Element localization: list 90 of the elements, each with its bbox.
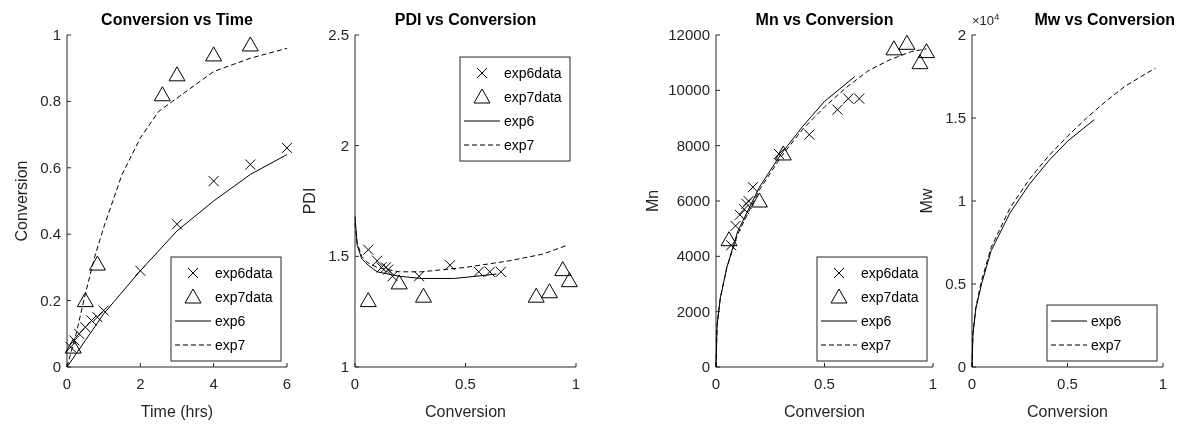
point <box>898 34 916 50</box>
point <box>241 36 259 52</box>
point <box>885 40 903 56</box>
text: ×10$^{4}$ <box>972 10 1001 28</box>
point <box>281 142 293 154</box>
y-tick-label: 0.4 <box>40 225 61 243</box>
point <box>911 54 929 70</box>
x-tick-label: 1 <box>571 375 581 392</box>
y-tick-label: 1.5 <box>945 109 966 126</box>
x-tick-label: 0 <box>711 375 721 392</box>
chart-title: PDI vs Conversion <box>394 11 537 28</box>
legend-label: exp6data <box>861 265 919 281</box>
y-axis-title: Mn <box>644 189 661 213</box>
point <box>730 220 742 232</box>
x-tick-label: 0.5 <box>455 375 476 392</box>
legend-label: exp7 <box>215 337 246 353</box>
y-tick-label: 0 <box>701 358 710 375</box>
y-tick-label: 1 <box>957 192 966 209</box>
x-axis-title: Conversion <box>784 403 865 420</box>
y-tick-label: 0.2 <box>40 291 61 309</box>
y-tick-label: 0.5 <box>945 275 966 292</box>
y-tick-label: 2 <box>340 136 349 154</box>
y-tick-label: 1 <box>52 26 61 43</box>
y-axis-title: Mw <box>918 188 935 214</box>
point <box>134 265 146 277</box>
y-axis-title: Conversion <box>13 160 30 242</box>
y-tick-label: 2.5 <box>328 26 349 43</box>
y-tick-label: 0.6 <box>40 158 61 176</box>
point <box>738 203 750 215</box>
y-tick-label: 2 <box>957 26 966 43</box>
x-tick-label: 4 <box>209 375 218 392</box>
legend-label: exp6 <box>215 313 246 329</box>
legend-label: exp7 <box>861 337 892 353</box>
point <box>73 328 85 340</box>
point <box>205 46 223 62</box>
x-tick-label: 0.5 <box>814 375 835 392</box>
point <box>68 334 80 346</box>
point <box>720 231 738 247</box>
y-tick-label: 4000 <box>676 247 710 265</box>
chart-title: Mw vs Conversion <box>1034 11 1175 28</box>
chart-title: Conversion vs Time <box>101 11 253 28</box>
legend-label: exp7data <box>861 289 919 305</box>
point <box>750 192 768 208</box>
x-tick-label: 0.5 <box>1057 375 1078 392</box>
legend-label: exp7data <box>215 289 273 305</box>
point <box>774 145 792 161</box>
point <box>168 66 186 82</box>
point <box>86 315 98 327</box>
y-tick-label: 8000 <box>676 136 710 154</box>
x-axis-title: Conversion <box>1027 403 1108 420</box>
x-tick-label: 1 <box>1158 375 1168 392</box>
y-tick-label: 0 <box>957 358 966 375</box>
chart-title: Mn vs Conversion <box>755 11 894 28</box>
point <box>153 86 171 102</box>
y-tick-label: 2000 <box>676 302 710 320</box>
y-tick-label: 0.8 <box>40 92 61 110</box>
x-tick-label: 2 <box>136 375 145 392</box>
point <box>76 292 94 308</box>
y-tick-label: 10000 <box>668 81 710 99</box>
legend-label: exp6data <box>504 65 562 81</box>
point <box>734 209 746 221</box>
point <box>803 129 815 141</box>
point <box>98 305 110 317</box>
point <box>91 311 103 323</box>
legend-label: exp6data <box>215 265 273 281</box>
legend-label: exp6 <box>1091 313 1122 329</box>
legend-label: exp7data <box>504 89 562 105</box>
x-axis-title: Conversion <box>425 403 506 420</box>
point <box>88 255 106 271</box>
x-tick-label: 6 <box>282 375 292 392</box>
y-tick-label: 1.5 <box>328 247 349 265</box>
point <box>79 321 91 333</box>
y-tick-label: 1 <box>340 358 349 375</box>
legend-label: exp6 <box>504 113 535 129</box>
point <box>171 218 183 230</box>
y-axis-title: PDI <box>301 187 318 215</box>
x-tick-label: 1 <box>928 375 938 392</box>
legend-label: exp7 <box>1091 337 1122 353</box>
point <box>244 158 256 170</box>
y-tick-label: 12000 <box>668 26 710 43</box>
y-tick-label: 0 <box>52 358 61 375</box>
point <box>832 104 844 116</box>
point <box>208 175 220 187</box>
legend-label: exp7 <box>504 137 535 153</box>
x-axis-title: Time (hrs) <box>140 403 214 420</box>
y-tick-label: 6000 <box>676 192 710 209</box>
point <box>747 181 759 193</box>
point <box>917 43 935 59</box>
point <box>64 338 82 354</box>
legend-label: exp6 <box>861 313 892 329</box>
